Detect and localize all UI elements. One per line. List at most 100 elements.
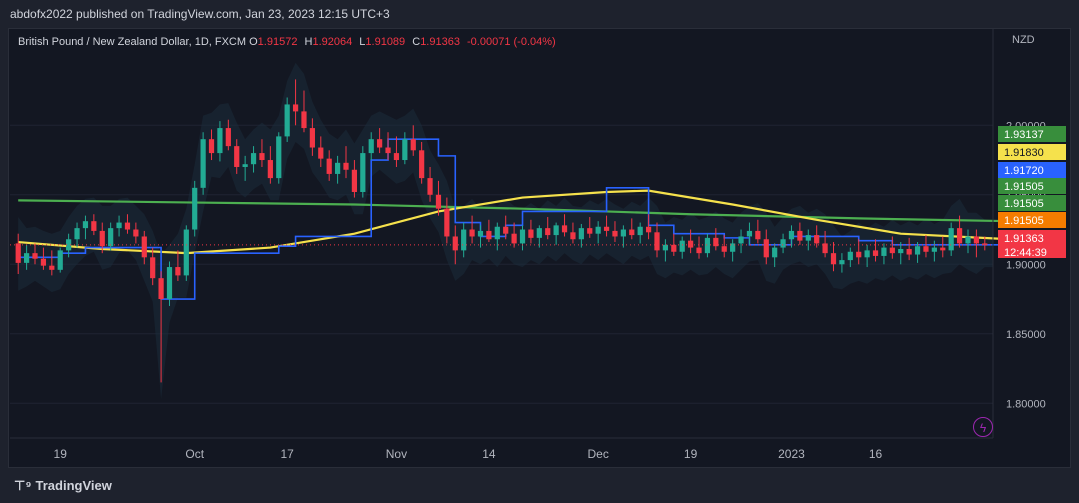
- candle-body: [982, 243, 988, 245]
- footer-bar: [0, 470, 1079, 503]
- candle-body: [385, 147, 391, 154]
- legend-symbol: British Pound / New Zealand Dollar, 1D, …: [18, 36, 247, 48]
- legend-low: 1.91089: [365, 36, 406, 48]
- y-tick-label: 1.90000: [1006, 259, 1046, 271]
- candle-body: [318, 147, 324, 159]
- candle-body: [82, 221, 89, 229]
- candle-body: [452, 236, 458, 251]
- candle-body: [377, 139, 383, 148]
- candle-body: [32, 253, 38, 259]
- price-chart[interactable]: NZD2.000001.950001.900001.850001.800001.…: [8, 28, 1071, 468]
- candle-body: [956, 228, 963, 244]
- candle-body: [940, 247, 946, 251]
- legend-close-label: C: [412, 36, 421, 48]
- candle-body: [108, 228, 114, 247]
- x-tick-label: 19: [54, 447, 68, 461]
- x-tick-label: 17: [280, 447, 294, 461]
- candle-body: [797, 230, 803, 241]
- price-tag: [998, 178, 1066, 194]
- candle-body: [830, 253, 837, 265]
- candle-body: [973, 236, 979, 244]
- x-tick-label: Dec: [587, 447, 608, 461]
- candle-body: [393, 153, 400, 161]
- candle-body: [444, 208, 450, 237]
- candle-body: [881, 247, 887, 256]
- candle-body: [948, 228, 954, 251]
- price-tag: [998, 126, 1066, 142]
- candle-body: [780, 239, 786, 248]
- x-tick-label: 16: [869, 447, 883, 461]
- legend-low-label: L: [359, 36, 366, 48]
- candle-body: [595, 226, 601, 234]
- candle-body: [141, 236, 147, 258]
- candle-body: [931, 247, 937, 252]
- candle-body: [872, 250, 879, 256]
- candle-body: [217, 128, 223, 154]
- candle-body: [914, 246, 921, 255]
- lightning-icon[interactable]: ϟ: [973, 417, 993, 437]
- candle-body: [662, 244, 669, 251]
- candle-body: [704, 237, 711, 254]
- candle-body: [284, 104, 290, 137]
- price-tag-label: 1.91830: [1004, 147, 1044, 159]
- candle-body: [847, 251, 853, 261]
- candle-body: [242, 164, 248, 167]
- candle-body: [292, 104, 299, 112]
- candle-body: [326, 158, 332, 174]
- price-tag-label: 1.93137: [1004, 129, 1044, 141]
- candle-body: [578, 228, 584, 240]
- ohlc-legend: British Pound / New Zealand Dollar, 1D, …: [18, 36, 560, 48]
- candle-body: [856, 251, 862, 258]
- series-line-0: [18, 199, 1011, 223]
- price-tag: [998, 212, 1066, 228]
- tradingview-brand[interactable]: ⊤⁹ TradingView: [14, 478, 112, 494]
- candle-body: [435, 194, 442, 209]
- candle-body: [561, 225, 568, 233]
- candle-body: [250, 153, 257, 165]
- candle-body: [116, 222, 122, 229]
- price-tag-label: 1.91720: [1004, 165, 1044, 177]
- candle-body: [49, 265, 55, 270]
- candle-body: [351, 169, 358, 192]
- candle-body: [225, 128, 231, 147]
- price-tag: [998, 162, 1066, 178]
- price-tag-label: 12:44:39: [1004, 247, 1047, 259]
- legend-open: 1.91572: [257, 36, 298, 48]
- candle-body: [469, 229, 475, 237]
- price-tag: [998, 230, 1066, 246]
- candle-body: [503, 226, 509, 234]
- candle-body: [553, 225, 559, 236]
- candle-body: [259, 153, 265, 161]
- candle-body: [427, 178, 433, 195]
- candle-body: [99, 230, 105, 247]
- candle-body: [343, 162, 349, 170]
- candle-body: [57, 250, 63, 270]
- candle-body: [587, 228, 593, 234]
- candle-body: [133, 229, 139, 237]
- x-tick-label: 14: [482, 447, 496, 461]
- candle-body: [822, 243, 828, 254]
- candle-body: [889, 247, 895, 254]
- candle-body: [637, 226, 643, 236]
- candle-body: [671, 244, 677, 252]
- legend-close: 1.91363: [420, 36, 460, 48]
- candle-body: [713, 237, 719, 247]
- candle-body: [461, 229, 467, 251]
- candle-body: [15, 243, 21, 263]
- price-tag-label: 1.91505: [1004, 181, 1044, 193]
- candle-body: [124, 222, 131, 230]
- candle-body: [301, 111, 307, 129]
- legend-open-label: O: [249, 36, 258, 48]
- candle-body: [788, 230, 795, 240]
- candle-body: [528, 229, 534, 238]
- tradingview-logo-icon: ⊤⁹: [14, 478, 32, 493]
- candle-body: [730, 243, 736, 252]
- candle-body: [898, 248, 904, 254]
- candle-body: [721, 246, 727, 252]
- candle-body: [738, 236, 744, 244]
- candle-body: [309, 128, 315, 148]
- candle-body: [494, 226, 500, 240]
- candle-body: [267, 160, 273, 179]
- candle-body: [755, 230, 761, 240]
- candle-body: [805, 235, 811, 241]
